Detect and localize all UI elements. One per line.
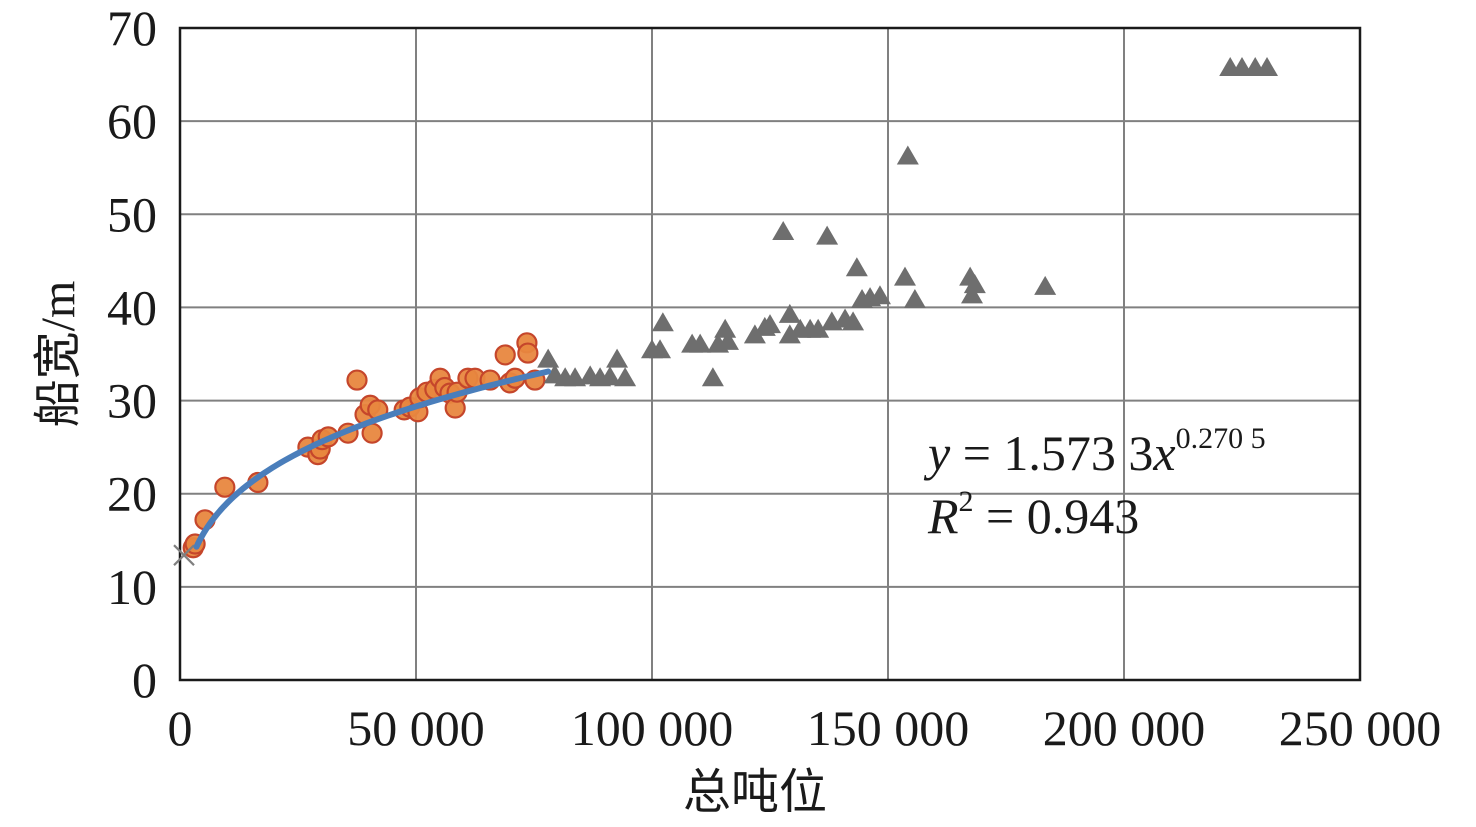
r-squared-exponent: 2 — [959, 485, 974, 518]
equation-lhs: y — [923, 425, 951, 481]
fit-equation: y = 1.573 3x0.270 5 — [923, 422, 1266, 481]
x-axis-title: 总吨位 — [683, 766, 827, 819]
triangle-point — [845, 257, 868, 277]
x-tick-label: 0 — [168, 700, 193, 756]
r-squared-value: = 0.943 — [974, 488, 1140, 544]
triangle-point — [896, 145, 919, 165]
y-axis-title: 船宽/m — [32, 281, 85, 428]
plot-border — [178, 26, 1362, 682]
equation-exponent: 0.270 5 — [1176, 422, 1266, 455]
data-marks — [173, 57, 1279, 566]
triangle-point — [689, 333, 712, 353]
x-point-stroke — [173, 544, 195, 566]
plot-frame — [178, 26, 1362, 682]
fit-curve — [193, 368, 552, 550]
triangle-point — [701, 367, 724, 387]
circle-point — [517, 342, 539, 364]
y-tick-label: 60 — [107, 93, 157, 149]
triangle-point — [1034, 275, 1057, 295]
triangle-point — [772, 220, 795, 240]
triangle-point — [963, 274, 986, 294]
triangle-point — [1256, 57, 1279, 77]
triangle-point — [716, 330, 739, 350]
y-axis-ticks: 0 10 20 30 40 50 60 70 — [107, 0, 157, 708]
triangle-point — [743, 324, 766, 344]
circle-point — [494, 344, 516, 366]
triangle-point — [816, 225, 839, 245]
r-squared-symbol: R — [927, 488, 959, 544]
triangle-point — [598, 366, 621, 386]
x-tick-label: 100 000 — [571, 700, 734, 756]
y-tick-label: 30 — [107, 373, 157, 429]
equation-variable: x — [1152, 425, 1175, 481]
x-point — [173, 544, 195, 566]
triangle-point — [778, 324, 801, 344]
triangle-point — [778, 303, 801, 323]
circle-point — [346, 369, 368, 391]
grid — [180, 28, 1360, 680]
triangle-point — [714, 318, 737, 338]
triangle-point — [842, 311, 865, 331]
triangle-point — [903, 288, 926, 308]
triangle-point — [759, 314, 781, 334]
circle-point — [214, 476, 236, 498]
y-tick-label: 0 — [132, 652, 157, 708]
y-tick-label: 10 — [107, 559, 157, 615]
fit-line — [193, 368, 552, 550]
triangle-point — [649, 339, 672, 359]
x-axis-ticks: 0 50 000 100 000 150 000 200 000 250 000 — [168, 700, 1442, 756]
triangle-point — [893, 266, 916, 286]
triangle-point — [868, 285, 891, 305]
y-tick-label: 70 — [107, 0, 157, 56]
x-tick-label: 50 000 — [347, 700, 485, 756]
triangle-point — [564, 367, 587, 387]
triangle-point — [614, 367, 637, 387]
triangle-point — [961, 284, 984, 304]
triangle-point — [606, 348, 629, 368]
y-tick-label: 50 — [107, 186, 157, 242]
x-tick-label: 150 000 — [807, 700, 970, 756]
triangle-point — [807, 318, 830, 338]
r-squared: R2 = 0.943 — [927, 485, 1139, 544]
y-tick-label: 20 — [107, 466, 157, 522]
x-tick-label: 200 000 — [1043, 700, 1206, 756]
y-tick-label: 40 — [107, 279, 157, 335]
x-tick-label: 250 000 — [1279, 700, 1442, 756]
triangle-point — [537, 348, 560, 368]
triangle-point — [651, 312, 674, 332]
equation-rhs: = 1.573 3 — [950, 425, 1153, 481]
